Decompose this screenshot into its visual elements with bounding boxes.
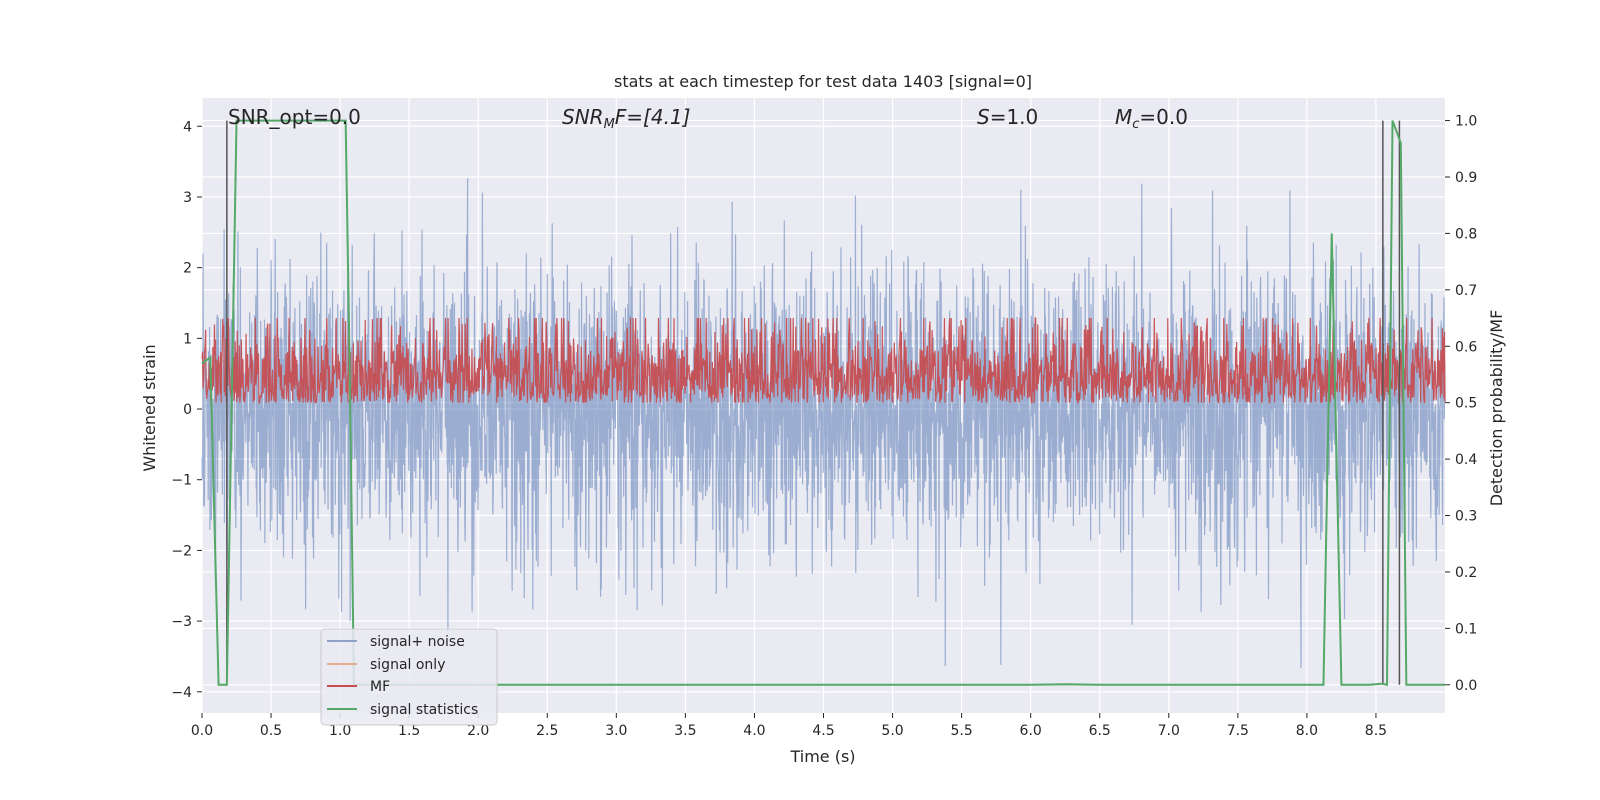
x-tick-label-8: 4.0 (743, 723, 765, 739)
y-right-tick-label-8: 0.8 (1455, 226, 1477, 242)
annotation-snr-mf: SNRMF=[4.1] (562, 105, 690, 132)
x-tick-label-17: 8.5 (1365, 723, 1387, 739)
y-right-tick-labels: 0.0 0.1 0.2 0.3 0.4 0.5 0.6 0.7 0.8 0.9 1.0 (1445, 114, 1477, 694)
y-right-tick-label-5: 0.5 (1455, 396, 1477, 412)
x-axis-label: Time (s) (789, 747, 855, 766)
x-tick-label-6: 3.0 (605, 723, 627, 739)
y-right-tick-label-3: 0.3 (1455, 509, 1477, 525)
y-right-tick-label-1: 0.1 (1455, 621, 1477, 637)
y-right-tick-label-2: 0.2 (1455, 565, 1477, 581)
y-tick-label-8: 4 (183, 119, 192, 135)
x-tick-label-2: 1.0 (329, 723, 351, 739)
annotation-snr-opt: SNR_opt=0.0 (228, 105, 361, 129)
x-tick-label-12: 6.0 (1020, 723, 1042, 739)
y-axis-label: Whitened strain (140, 344, 159, 471)
y-right-tick-label-6: 0.6 (1455, 339, 1477, 355)
y-tick-label-1: −3 (171, 614, 192, 630)
y-right-axis-label: Detection probability/MF (1487, 310, 1506, 507)
y-tick-label-4: 0 (183, 402, 192, 418)
x-tick-label-5: 2.5 (536, 723, 558, 739)
x-tick-label-3: 1.5 (398, 723, 420, 739)
legend-label-signal-statistics: signal statistics (370, 702, 478, 718)
x-tick-label-4: 2.0 (467, 723, 489, 739)
y-tick-label-6: 2 (183, 261, 192, 277)
x-tick-label-0: 0.0 (191, 723, 213, 739)
series-mf (201, 317, 1446, 404)
chart-title: stats at each timestep for test data 140… (614, 72, 1032, 91)
x-tick-label-16: 8.0 (1296, 723, 1318, 739)
y-right-tick-label-4: 0.4 (1455, 452, 1477, 468)
annotation-mc: Mc=0.0 (1115, 105, 1188, 132)
x-tick-label-13: 6.5 (1089, 723, 1111, 739)
x-tick-label-14: 7.0 (1158, 723, 1180, 739)
x-tick-label-7: 3.5 (674, 723, 696, 739)
annotation-s: S=1.0 (977, 105, 1038, 129)
y-right-tick-label-0: 0.0 (1455, 678, 1477, 694)
x-tick-label-15: 7.5 (1227, 723, 1249, 739)
x-tick-label-11: 5.5 (950, 723, 972, 739)
legend: signal+ noise signal only MF signal stat… (320, 628, 498, 726)
y-tick-label-7: 3 (183, 190, 192, 206)
legend-label-mf: MF (370, 679, 390, 695)
series-signal-noise (201, 178, 1446, 669)
x-tick-label-1: 0.5 (260, 723, 282, 739)
y-tick-label-2: −2 (171, 543, 192, 559)
y-right-tick-label-9: 0.9 (1455, 170, 1477, 186)
signal-statistics-line (201, 119, 1445, 687)
x-tick-label-10: 5.0 (881, 723, 903, 739)
y-tick-label-0: −4 (171, 685, 192, 701)
legend-label-signal-noise: signal+ noise (370, 634, 465, 650)
y-right-tick-label-7: 0.7 (1455, 283, 1477, 299)
x-tick-labels: 0.0 0.5 1.0 1.5 2.0 2.5 3.0 3.5 4.0 4.5 5.0 5.5 6.0 6… (191, 713, 1387, 739)
signal-noise-line (201, 178, 1446, 669)
y-tick-label-5: 1 (183, 331, 192, 347)
series-signal-statistics (201, 119, 1445, 687)
y-tick-labels: −4 −3 −2 −1 0 1 2 3 4 (171, 119, 202, 701)
vertical-markers (226, 120, 1401, 685)
legend-label-signal-only: signal only (370, 657, 445, 673)
mf-line (201, 317, 1446, 404)
x-tick-label-9: 4.5 (812, 723, 834, 739)
y-tick-label-3: −1 (171, 473, 192, 489)
y-right-tick-label-10: 1.0 (1455, 114, 1477, 130)
